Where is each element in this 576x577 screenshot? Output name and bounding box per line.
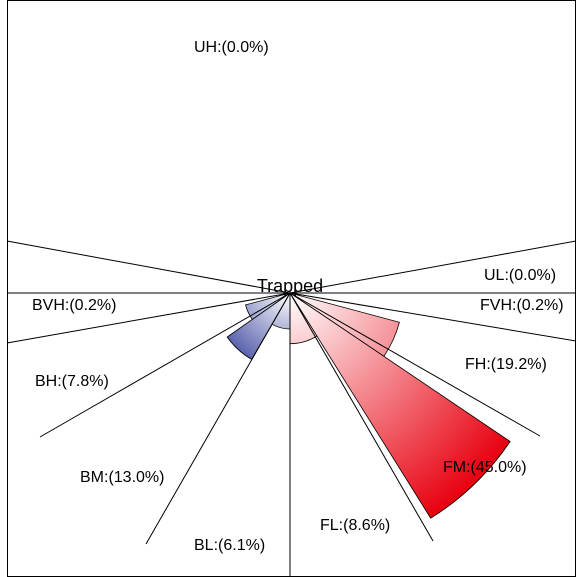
divider-line-9	[6, 292, 291, 344]
label-bl: BL:(6.1%)	[194, 537, 265, 554]
sector-fm	[289, 292, 511, 519]
label-ul: UL:(0.0%)	[484, 267, 556, 284]
divider-line-1	[289, 240, 576, 294]
label-fm: FM:(45.0%)	[443, 459, 527, 476]
sectors-layer	[226, 291, 511, 519]
divider-line-0	[6, 240, 291, 294]
divider-line-5	[289, 292, 434, 542]
divider-line-4	[289, 292, 541, 437]
divider-line-8	[39, 292, 291, 438]
label-bh: BH:(7.8%)	[35, 373, 109, 390]
divider-lines	[6, 240, 576, 577]
divider-line-7	[145, 292, 291, 545]
label-fl: FL:(8.6%)	[320, 517, 390, 534]
center-label: Trapped	[257, 276, 323, 296]
label-fh: FH:(19.2%)	[465, 356, 547, 373]
label-fvh: FVH:(0.2%)	[480, 297, 564, 314]
divider-line-3	[289, 292, 576, 342]
label-uh: UH:(0.0%)	[194, 39, 269, 56]
label-bvh: BVH:(0.2%)	[32, 297, 116, 314]
label-bm: BM:(13.0%)	[80, 469, 164, 486]
